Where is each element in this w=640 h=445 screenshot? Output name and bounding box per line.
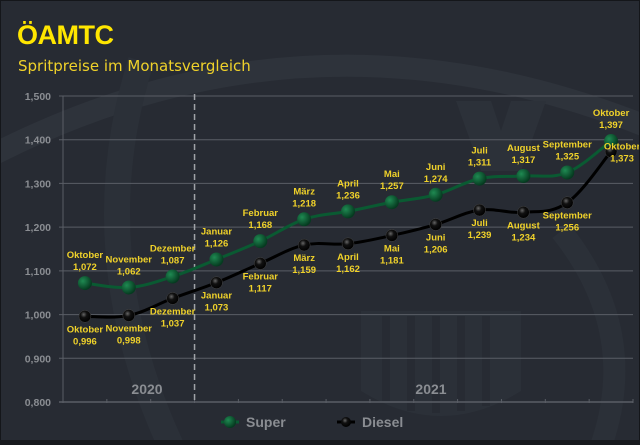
diesel-month-label: April bbox=[337, 252, 359, 263]
super-month-label: Februar bbox=[243, 208, 279, 219]
diesel-month-label: Oktober bbox=[604, 142, 640, 153]
y-tick-label: 0,800 bbox=[25, 397, 51, 409]
super-point bbox=[121, 280, 136, 295]
diesel-value-label: 0,996 bbox=[73, 336, 97, 347]
diesel-point bbox=[560, 196, 574, 209]
super-point bbox=[77, 276, 92, 291]
diesel-point bbox=[473, 203, 486, 217]
super-value-label: 1,397 bbox=[599, 120, 623, 131]
diesel-value-label: 1,206 bbox=[424, 245, 448, 256]
super-month-label: Juni bbox=[426, 162, 446, 173]
super-point bbox=[253, 234, 268, 249]
legend-label-diesel: Diesel bbox=[362, 414, 403, 430]
super-point bbox=[560, 165, 575, 180]
super-point bbox=[604, 134, 619, 149]
diesel-value-label: 1,073 bbox=[205, 303, 229, 314]
diesel-point bbox=[122, 309, 136, 322]
super-month-label: Mai bbox=[384, 169, 400, 180]
super-value-label: 1,218 bbox=[292, 198, 316, 209]
legend-label-super: Super bbox=[246, 414, 286, 430]
super-point bbox=[428, 187, 443, 202]
y-tick-label: 1,500 bbox=[25, 91, 51, 103]
super-value-label: 1,257 bbox=[380, 181, 404, 192]
legend-marker-diesel bbox=[341, 417, 351, 427]
diesel-month-label: Juni bbox=[426, 233, 446, 244]
super-month-label: Juli bbox=[471, 146, 487, 157]
super-month-label: Januar bbox=[201, 226, 232, 237]
diesel-month-label: Oktober bbox=[67, 324, 104, 335]
diesel-month-label: Februar bbox=[243, 271, 279, 282]
super-value-label: 1,325 bbox=[555, 152, 579, 163]
super-value-label: 1,072 bbox=[73, 262, 97, 273]
super-value-label: 1,126 bbox=[205, 238, 229, 249]
diesel-value-label: 1,117 bbox=[249, 283, 272, 294]
y-tick-label: 0,900 bbox=[25, 353, 51, 365]
diesel-month-label: November bbox=[106, 323, 153, 334]
diesel-point bbox=[166, 292, 179, 305]
diesel-value-label: 1,256 bbox=[555, 223, 579, 234]
diesel-point bbox=[385, 229, 399, 242]
super-point bbox=[472, 171, 487, 186]
y-tick-label: 1,100 bbox=[25, 266, 51, 278]
diesel-value-label: 1,037 bbox=[161, 318, 185, 329]
super-month-label: März bbox=[293, 186, 315, 197]
super-value-label: 1,274 bbox=[424, 174, 448, 185]
super-month-label: November bbox=[106, 254, 153, 265]
diesel-month-label: Juli bbox=[471, 218, 487, 229]
diesel-point bbox=[297, 238, 311, 252]
diesel-value-label: 1,234 bbox=[511, 232, 535, 243]
diesel-point bbox=[78, 310, 92, 323]
y-tick-label: 1,000 bbox=[25, 310, 51, 322]
super-value-label: 1,168 bbox=[248, 220, 272, 231]
super-point bbox=[341, 204, 355, 219]
super-month-label: Dezember bbox=[150, 244, 196, 255]
oeamtc-logo: ÖAMTC bbox=[17, 20, 114, 50]
super-month-label: Oktober bbox=[67, 250, 104, 261]
legend-marker-super bbox=[224, 416, 236, 428]
diesel-point bbox=[254, 257, 267, 270]
super-point bbox=[165, 269, 180, 284]
super-value-label: 1,236 bbox=[336, 190, 360, 201]
y-tick-label: 1,300 bbox=[25, 178, 51, 190]
diesel-month-label: Mai bbox=[384, 243, 400, 254]
diesel-month-label: März bbox=[293, 253, 315, 264]
diesel-value-label: 1,159 bbox=[292, 265, 316, 276]
diesel-value-label: 1,373 bbox=[610, 154, 634, 165]
super-value-label: 1,317 bbox=[511, 155, 535, 166]
y-tick-label: 1,400 bbox=[25, 135, 51, 147]
diesel-value-label: 1,239 bbox=[468, 230, 492, 241]
diesel-point bbox=[210, 276, 223, 289]
year-label-2021: 2021 bbox=[415, 381, 446, 397]
super-point bbox=[384, 195, 399, 210]
diesel-value-label: 0,998 bbox=[117, 335, 141, 346]
diesel-month-label: September bbox=[543, 211, 592, 222]
diesel-point bbox=[517, 206, 530, 219]
super-month-label: April bbox=[337, 178, 359, 189]
bottom-border bbox=[0, 440, 640, 445]
super-value-label: 1,062 bbox=[117, 266, 141, 277]
diesel-month-label: Dezember bbox=[150, 306, 196, 317]
super-point bbox=[209, 252, 224, 267]
super-value-label: 1,311 bbox=[468, 158, 492, 169]
diesel-month-label: August bbox=[507, 220, 541, 231]
super-value-label: 1,087 bbox=[161, 256, 185, 267]
super-point bbox=[516, 168, 531, 183]
super-month-label: September bbox=[543, 140, 592, 151]
diesel-value-label: 1,181 bbox=[380, 255, 404, 266]
diesel-point bbox=[429, 218, 442, 231]
diesel-point bbox=[341, 237, 355, 251]
chart-title: Spritpreise im Monatsvergleich bbox=[18, 57, 251, 75]
super-month-label: Oktober bbox=[593, 108, 630, 119]
diesel-month-label: Januar bbox=[201, 291, 232, 302]
y-tick-label: 1,200 bbox=[25, 222, 51, 234]
super-month-label: August bbox=[507, 143, 541, 154]
year-label-2020: 2020 bbox=[131, 381, 162, 397]
diesel-value-label: 1,162 bbox=[336, 264, 360, 275]
diesel-point bbox=[604, 145, 618, 158]
super-point bbox=[297, 212, 312, 227]
